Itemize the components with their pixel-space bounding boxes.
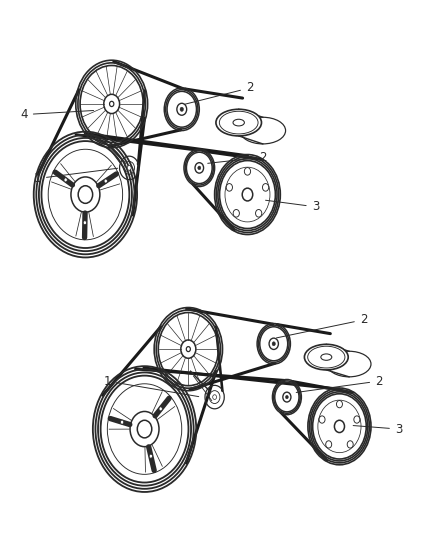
Circle shape <box>272 342 276 346</box>
Text: 2: 2 <box>208 151 267 164</box>
Ellipse shape <box>321 354 332 360</box>
Circle shape <box>137 420 152 438</box>
Circle shape <box>319 416 325 423</box>
Circle shape <box>326 441 332 448</box>
Circle shape <box>347 441 353 448</box>
Circle shape <box>354 416 360 423</box>
Text: 1: 1 <box>33 168 118 185</box>
Circle shape <box>177 103 187 115</box>
Circle shape <box>83 221 87 225</box>
Text: 2: 2 <box>184 82 254 104</box>
Circle shape <box>104 179 107 183</box>
Circle shape <box>186 346 191 352</box>
Text: 2: 2 <box>276 313 367 338</box>
Text: 3: 3 <box>353 423 402 435</box>
Circle shape <box>127 166 131 170</box>
Circle shape <box>110 101 114 107</box>
Circle shape <box>180 107 184 111</box>
Ellipse shape <box>216 109 261 136</box>
Ellipse shape <box>304 344 348 370</box>
Circle shape <box>244 167 251 175</box>
Circle shape <box>283 392 291 402</box>
Circle shape <box>286 395 288 399</box>
Circle shape <box>64 178 67 182</box>
Circle shape <box>159 407 162 411</box>
Circle shape <box>213 395 216 399</box>
Text: 3: 3 <box>265 200 319 213</box>
Circle shape <box>233 209 240 217</box>
Circle shape <box>195 163 204 173</box>
Circle shape <box>198 166 201 169</box>
Circle shape <box>336 400 343 408</box>
Ellipse shape <box>233 119 244 126</box>
Circle shape <box>269 338 279 350</box>
Text: 1: 1 <box>103 375 199 397</box>
Circle shape <box>78 185 93 204</box>
Circle shape <box>255 209 262 217</box>
Circle shape <box>149 454 152 458</box>
Circle shape <box>262 183 268 191</box>
Text: 4: 4 <box>20 108 94 121</box>
Circle shape <box>334 420 345 433</box>
Circle shape <box>120 420 124 424</box>
Circle shape <box>242 188 253 201</box>
Circle shape <box>226 183 233 191</box>
Text: 2: 2 <box>296 375 383 392</box>
